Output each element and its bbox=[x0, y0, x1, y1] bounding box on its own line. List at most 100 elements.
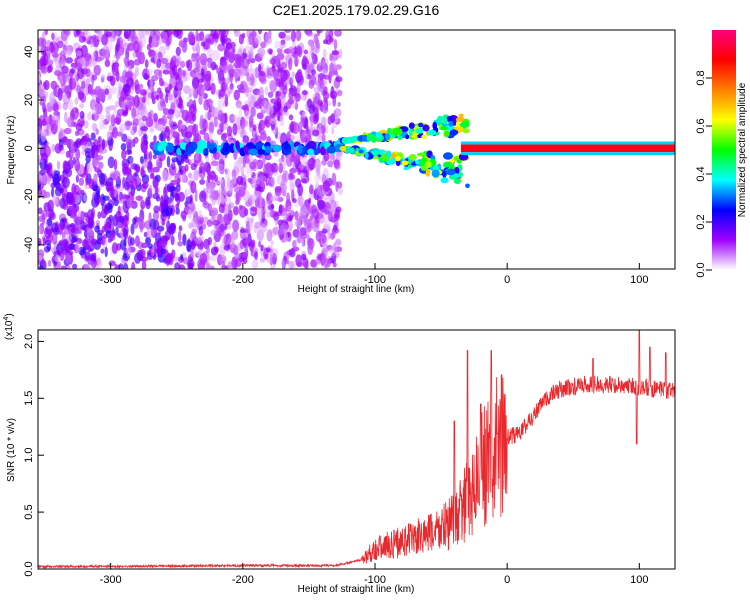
heatmap-cell bbox=[278, 157, 283, 164]
heatmap-cell bbox=[159, 77, 164, 87]
heatmap-cell bbox=[150, 57, 155, 63]
heatmap-cell bbox=[294, 57, 299, 67]
heatmap-cell bbox=[101, 138, 105, 151]
heatmap-cell bbox=[315, 39, 320, 49]
heatmap-cell bbox=[245, 84, 249, 98]
heatmap-cell bbox=[74, 62, 83, 70]
heatmap-cell bbox=[94, 198, 100, 206]
heatmap-cell bbox=[260, 207, 264, 219]
heatmap-cell bbox=[309, 128, 314, 137]
heatmap-cell bbox=[446, 116, 453, 122]
heatmap-cell bbox=[144, 59, 149, 69]
heatmap-cell bbox=[267, 192, 272, 201]
heatmap-cell bbox=[139, 248, 146, 259]
heatmap-cell bbox=[64, 36, 68, 50]
heatmap-cell bbox=[115, 59, 119, 73]
heatmap-cell bbox=[169, 185, 177, 192]
heatmap-cell bbox=[187, 145, 195, 155]
heatmap-cell bbox=[38, 73, 41, 84]
heatmap-cell bbox=[176, 147, 181, 156]
heatmap-cell bbox=[245, 200, 253, 207]
heatmap-cell bbox=[178, 41, 185, 47]
heatmap-cell bbox=[309, 184, 314, 195]
heatmap-cell bbox=[54, 254, 61, 263]
heatmap-cell bbox=[41, 119, 47, 127]
heatmap-cell bbox=[331, 209, 336, 216]
heatmap-cell bbox=[307, 203, 311, 215]
heatmap-cell bbox=[96, 188, 100, 201]
heatmap-cell bbox=[191, 217, 198, 228]
heatmap-cell bbox=[238, 189, 244, 195]
heatmap-cell bbox=[284, 189, 288, 197]
heatmap-cell bbox=[418, 122, 424, 128]
heatmap-cell bbox=[440, 126, 448, 131]
heatmap-cell bbox=[68, 206, 77, 216]
heatmap-cell bbox=[133, 126, 138, 133]
heatmap-cell bbox=[194, 189, 198, 202]
heatmap-cell bbox=[183, 136, 191, 145]
heatmap-cell bbox=[162, 108, 170, 116]
heatmap-cell bbox=[123, 31, 130, 39]
heatmap-cell bbox=[149, 77, 153, 90]
heatmap-cell bbox=[443, 130, 450, 138]
heatmap-cell bbox=[338, 152, 342, 161]
heatmap-cell bbox=[47, 260, 52, 267]
heatmap-cell bbox=[107, 114, 111, 123]
heatmap-cell bbox=[81, 150, 85, 156]
heatmap-cell bbox=[150, 249, 155, 257]
heatmap-cell bbox=[425, 160, 432, 169]
heatmap-cell bbox=[217, 194, 225, 207]
heatmap-cell bbox=[117, 82, 123, 93]
heatmap-cell bbox=[236, 54, 242, 67]
heatmap-cell bbox=[282, 259, 290, 265]
heatmap-cell bbox=[290, 173, 296, 180]
heatmap-cell bbox=[200, 117, 208, 130]
colorbar-gradient bbox=[712, 30, 736, 270]
heatmap-cell bbox=[225, 42, 233, 50]
snr-ticks: -300 -200 -100 0 100 0.0 0.5 1.0 1.5 2.0 bbox=[23, 334, 648, 586]
heatmap-cell bbox=[256, 228, 264, 242]
heatmap-cell bbox=[141, 96, 146, 104]
heatmap-cell bbox=[126, 246, 132, 257]
heatmap-cell bbox=[218, 184, 227, 197]
heatmap-cell bbox=[39, 100, 44, 106]
heatmap-cell bbox=[112, 126, 118, 139]
heatmap-cell bbox=[174, 72, 179, 81]
heatmap-cell bbox=[65, 150, 70, 158]
heatmap-cell bbox=[289, 176, 297, 189]
heatmap-cell bbox=[258, 240, 262, 248]
heatmap-cell bbox=[86, 162, 93, 174]
heatmap-cell bbox=[317, 187, 322, 197]
heatmap-cell bbox=[178, 225, 183, 232]
heatmap-cell bbox=[188, 104, 197, 117]
heatmap-cell bbox=[199, 179, 206, 185]
heatmap-cell bbox=[38, 187, 42, 199]
heatmap-cell bbox=[38, 254, 43, 261]
heatmap-cell bbox=[174, 54, 182, 66]
colorbar: 0.0 0.2 0.4 0.6 0.8 Normalized spectral ampl… bbox=[695, 30, 748, 278]
heatmap-cell bbox=[267, 67, 275, 77]
heatmap-cell bbox=[67, 98, 74, 111]
heatmap-cell bbox=[64, 85, 72, 96]
heatmap-cell bbox=[250, 217, 254, 224]
heatmap-cell bbox=[104, 246, 108, 258]
heatmap-cell bbox=[256, 196, 264, 209]
heatmap-cell bbox=[66, 139, 75, 148]
heatmap-cell bbox=[270, 162, 279, 173]
heatmap-cell bbox=[77, 67, 84, 80]
heatmap-cell bbox=[213, 241, 217, 248]
heatmap-cell bbox=[148, 184, 153, 195]
heatmap-cell bbox=[231, 169, 237, 179]
heatmap-cell bbox=[193, 169, 199, 181]
heatmap-cell bbox=[155, 159, 161, 168]
xtick-label: 0 bbox=[504, 274, 510, 286]
heatmap-cell bbox=[300, 172, 307, 180]
heatmap-cell bbox=[168, 83, 173, 91]
heatmap-cell bbox=[75, 174, 79, 183]
heatmap-cell bbox=[83, 193, 88, 202]
heatmap-cell bbox=[283, 170, 289, 183]
heatmap-cell bbox=[137, 83, 144, 90]
heatmap-cell bbox=[66, 232, 72, 243]
heatmap-cell bbox=[222, 230, 227, 244]
heatmap-cell bbox=[38, 226, 42, 235]
